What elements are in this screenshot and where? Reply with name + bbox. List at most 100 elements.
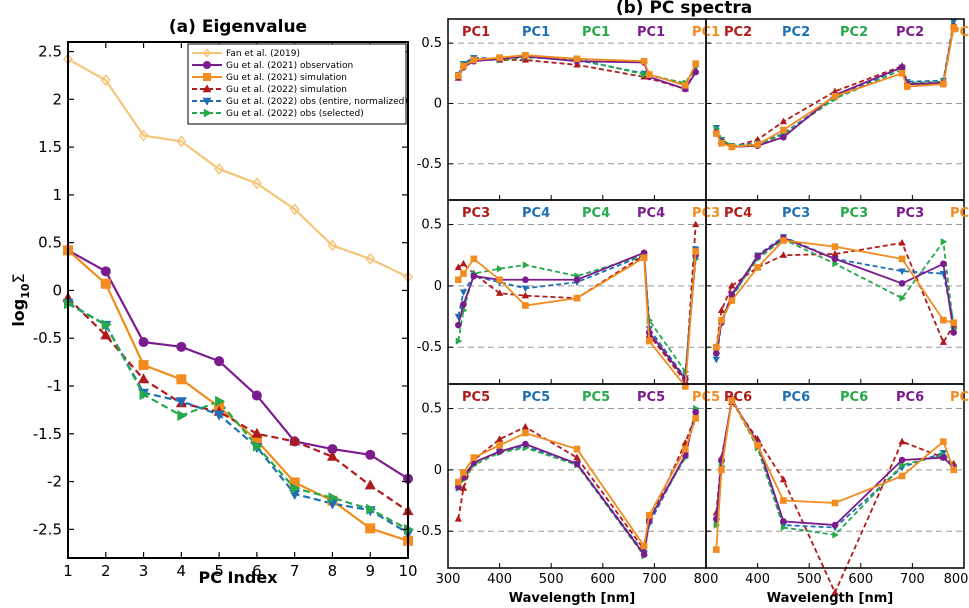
series-2-point: [214, 356, 225, 367]
x-tick-label: 800: [694, 572, 719, 587]
spectrum-5-point: [950, 466, 957, 474]
spectrum-5-point: [640, 542, 648, 550]
spectrum-5-point: [692, 248, 699, 255]
spectrum-5-point: [573, 445, 581, 453]
pc-label: PC1: [637, 25, 665, 40]
spectrum-5-point: [950, 24, 957, 31]
x-tick-label: 9: [365, 562, 375, 580]
spectrum-5-point: [754, 141, 761, 148]
panel-frame: [447, 18, 707, 201]
series-6-point: [366, 503, 377, 515]
pc-label: PC6: [840, 390, 868, 405]
pc-panel-2: PC2 PC2 PC2 PC2 PC2: [705, 18, 969, 201]
series-3-point: [251, 435, 262, 446]
pc-label: PC6: [724, 390, 752, 405]
spectrum-4-point: [522, 440, 529, 448]
pc-label: PC5: [582, 390, 610, 405]
pc-label: PC2: [840, 25, 868, 40]
series-6-point: [215, 395, 226, 407]
y-tick-label: 0.5: [38, 234, 62, 252]
x-tick-label: 500: [539, 572, 564, 587]
spectrum-line-5: [715, 27, 955, 148]
spectrum-5-point: [831, 92, 839, 100]
spectrum-3-point: [455, 337, 463, 345]
spectrum-1-point: [573, 453, 581, 461]
pc-label: PC4: [522, 206, 550, 221]
pc-spectra-x-axis-label-left: Wavelength [nm]: [509, 591, 635, 606]
spectrum-3-point: [940, 238, 948, 246]
pc-label: PC3: [840, 206, 868, 221]
spectrum-5-point: [950, 319, 957, 326]
panel-frame: [447, 383, 707, 569]
series-line-2: [67, 249, 409, 480]
spectrum-1-point: [521, 422, 530, 430]
series-4-point: [326, 450, 338, 461]
y-tick-label: 0.5: [421, 402, 442, 417]
spectrum-5-point: [682, 383, 689, 390]
series-4-point: [364, 479, 376, 490]
spectrum-4-point: [780, 133, 787, 141]
series-1-point: [100, 74, 111, 87]
spectrum-3-point: [496, 265, 504, 273]
spectrum-5-point: [470, 56, 478, 64]
series-3-point: [365, 523, 376, 534]
spectrum-4-point: [573, 276, 581, 284]
legend-marker-2: [203, 61, 211, 69]
spectrum-2-point: [712, 356, 720, 364]
spectrum-4-point: [573, 460, 581, 468]
series-2-point: [327, 444, 338, 455]
x-tick-label: 400: [487, 572, 512, 587]
spectrum-1-point: [692, 220, 700, 228]
y-tick-label: 0.5: [421, 36, 442, 51]
pc-label: PC4: [950, 206, 969, 221]
spectrum-4-point: [728, 291, 736, 298]
y-tick-label: 2.5: [38, 43, 62, 61]
pc-label: PC2: [950, 25, 969, 40]
pc-label: PC2: [724, 25, 752, 40]
pc-label: PC1: [462, 25, 490, 40]
series-line-5: [67, 301, 409, 535]
x-tick-label: 8: [328, 562, 338, 580]
svg-text:log10Σ: log10Σ: [9, 273, 32, 326]
y-tick-label: -0.5: [417, 340, 442, 355]
spectrum-4-point: [898, 456, 906, 464]
spectrum-1-point: [779, 117, 788, 125]
legend-marker-6: [203, 108, 212, 118]
x-tick-label: 7: [290, 562, 300, 580]
x-tick-label: 6: [252, 562, 262, 580]
x-tick-label: 800: [944, 572, 969, 587]
spectrum-5-point: [645, 511, 653, 519]
spectrum-5-point: [460, 270, 467, 277]
spectrum-1-point: [454, 514, 462, 522]
x-tick-label: 5: [214, 562, 224, 580]
y-tick-label: -1: [47, 377, 62, 395]
spectrum-3-point: [780, 523, 788, 532]
series-6-point: [101, 319, 112, 331]
spectrum-3-point: [713, 521, 721, 529]
spectrum-5-point: [522, 302, 529, 309]
spectrum-5-point: [728, 297, 736, 304]
spectrum-1-point: [831, 250, 839, 257]
spectrum-4-point: [522, 276, 529, 284]
x-tick-label: 3: [139, 562, 149, 580]
spectrum-2-point: [521, 285, 530, 293]
eigenvalue-ticks: 2.5 2 1.5 1 0.5 0 -0.5 -1 -1.5 -2 -2.5 1 2 3 4 5 6 7 8 9 10: [33, 42, 418, 580]
spectrum-5-point: [903, 83, 911, 90]
y-tick-label: 0: [52, 281, 62, 299]
spectrum-5-point: [780, 237, 787, 244]
series-line-6: [67, 302, 409, 531]
pc-label: PC6: [950, 390, 969, 405]
series-6-point: [177, 410, 188, 422]
spectrum-5-point: [460, 62, 467, 70]
spectrum-line-4: [457, 251, 697, 382]
spectrum-4-point: [754, 253, 761, 260]
spectrum-5-point: [898, 70, 906, 77]
spectrum-5-point: [940, 316, 947, 324]
x-tick-label: 400: [745, 572, 770, 587]
series-6-point: [139, 389, 150, 401]
legend-label-5: Gu et al. (2022) obs (entire, normalized…: [226, 97, 408, 107]
series-1-point: [176, 135, 187, 148]
y-tick-label: 0: [434, 96, 442, 111]
